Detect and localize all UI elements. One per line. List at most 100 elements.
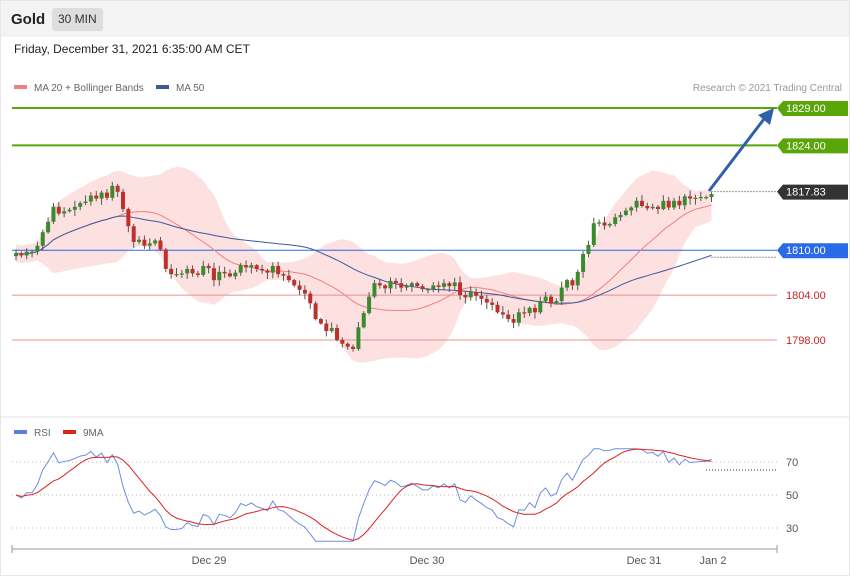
level-label: 1829.00 — [786, 103, 826, 115]
candle-body — [131, 226, 136, 242]
candle — [613, 213, 618, 227]
candle-body — [147, 243, 152, 246]
candle-body — [586, 244, 591, 254]
candle-body — [163, 249, 168, 269]
candle-body — [479, 295, 484, 299]
candle — [121, 188, 125, 212]
candle — [516, 308, 521, 327]
candle-body — [506, 314, 511, 320]
candle — [522, 306, 527, 318]
candle-body — [570, 280, 575, 286]
candle — [532, 304, 537, 319]
candle — [452, 277, 457, 290]
candle — [163, 248, 168, 273]
rsi-level-30: 30 — [786, 523, 798, 535]
candle — [345, 342, 350, 350]
candle — [393, 277, 398, 290]
candle-body — [51, 206, 56, 222]
candle — [688, 190, 693, 205]
candle-body — [549, 296, 553, 304]
symbol-title: Gold — [11, 11, 46, 28]
candle — [351, 344, 356, 352]
candle-body — [78, 203, 83, 207]
candle — [442, 279, 446, 291]
candle-body — [195, 273, 200, 275]
candle — [618, 211, 623, 222]
candle-body — [559, 287, 564, 302]
candle-body — [324, 323, 329, 332]
candle-body — [538, 301, 543, 313]
candle-body — [639, 200, 644, 207]
candle — [436, 281, 441, 293]
candle — [383, 284, 388, 294]
candle — [302, 285, 307, 300]
candle — [158, 236, 163, 252]
candle — [698, 191, 703, 202]
candle — [565, 278, 570, 291]
candle-body — [484, 298, 489, 303]
candle-body — [645, 206, 650, 209]
candle-body — [228, 273, 232, 277]
candle-body — [495, 304, 500, 313]
rsi-level-50: 50 — [786, 490, 798, 502]
rsi-level-70: 70 — [786, 457, 798, 469]
candle-body — [425, 289, 430, 291]
copyright-text: Research © 2021 Trading Central — [693, 83, 842, 94]
rsi-ma-legend-label: 9MA — [83, 428, 104, 439]
rsi-line — [15, 448, 712, 542]
level-tag — [777, 243, 848, 259]
candle — [538, 296, 543, 315]
level-label: 1798.00 — [786, 335, 826, 347]
candle — [656, 204, 660, 214]
candle — [313, 301, 318, 321]
candle-body — [351, 346, 356, 349]
candle-body — [452, 282, 457, 287]
candle — [677, 195, 682, 209]
candle-body — [581, 253, 586, 272]
rsi-legend-label: RSI — [34, 428, 51, 439]
level-label: 1817.83 — [786, 187, 826, 199]
candle — [217, 265, 222, 286]
ma20-line — [15, 204, 712, 312]
candle-body — [607, 224, 612, 226]
candle-body — [276, 265, 281, 275]
candle-body — [468, 292, 473, 298]
rsi-ma-legend-swatch — [63, 430, 76, 434]
candle — [142, 235, 147, 249]
candle-body — [270, 265, 275, 273]
candle — [634, 197, 639, 212]
candle-body — [516, 312, 521, 323]
timeframe-button[interactable]: 30 MIN — [52, 8, 103, 31]
candle — [110, 181, 115, 201]
candle-body — [121, 191, 125, 210]
candle-body — [388, 280, 393, 289]
candle — [431, 281, 436, 293]
candle — [511, 313, 516, 329]
level-tag — [777, 138, 848, 154]
candles — [14, 181, 714, 352]
candle — [249, 262, 254, 274]
candle — [94, 190, 99, 202]
candle-body — [399, 283, 404, 288]
candle — [233, 269, 238, 280]
candle — [409, 281, 414, 292]
candle — [83, 195, 88, 206]
candle — [169, 264, 174, 279]
candle-body — [704, 197, 709, 199]
candle-body — [190, 268, 195, 274]
candle — [318, 317, 323, 325]
candle-body — [656, 206, 660, 210]
candle-body — [458, 282, 463, 296]
candle-body — [393, 280, 398, 284]
candle — [420, 284, 425, 292]
candle — [40, 229, 45, 251]
candle — [458, 276, 463, 300]
candle-body — [153, 240, 158, 244]
candle-body — [372, 283, 377, 297]
ma50-line — [15, 215, 712, 304]
candle — [244, 260, 249, 273]
candle-body — [500, 312, 505, 315]
candle-body — [361, 313, 366, 328]
